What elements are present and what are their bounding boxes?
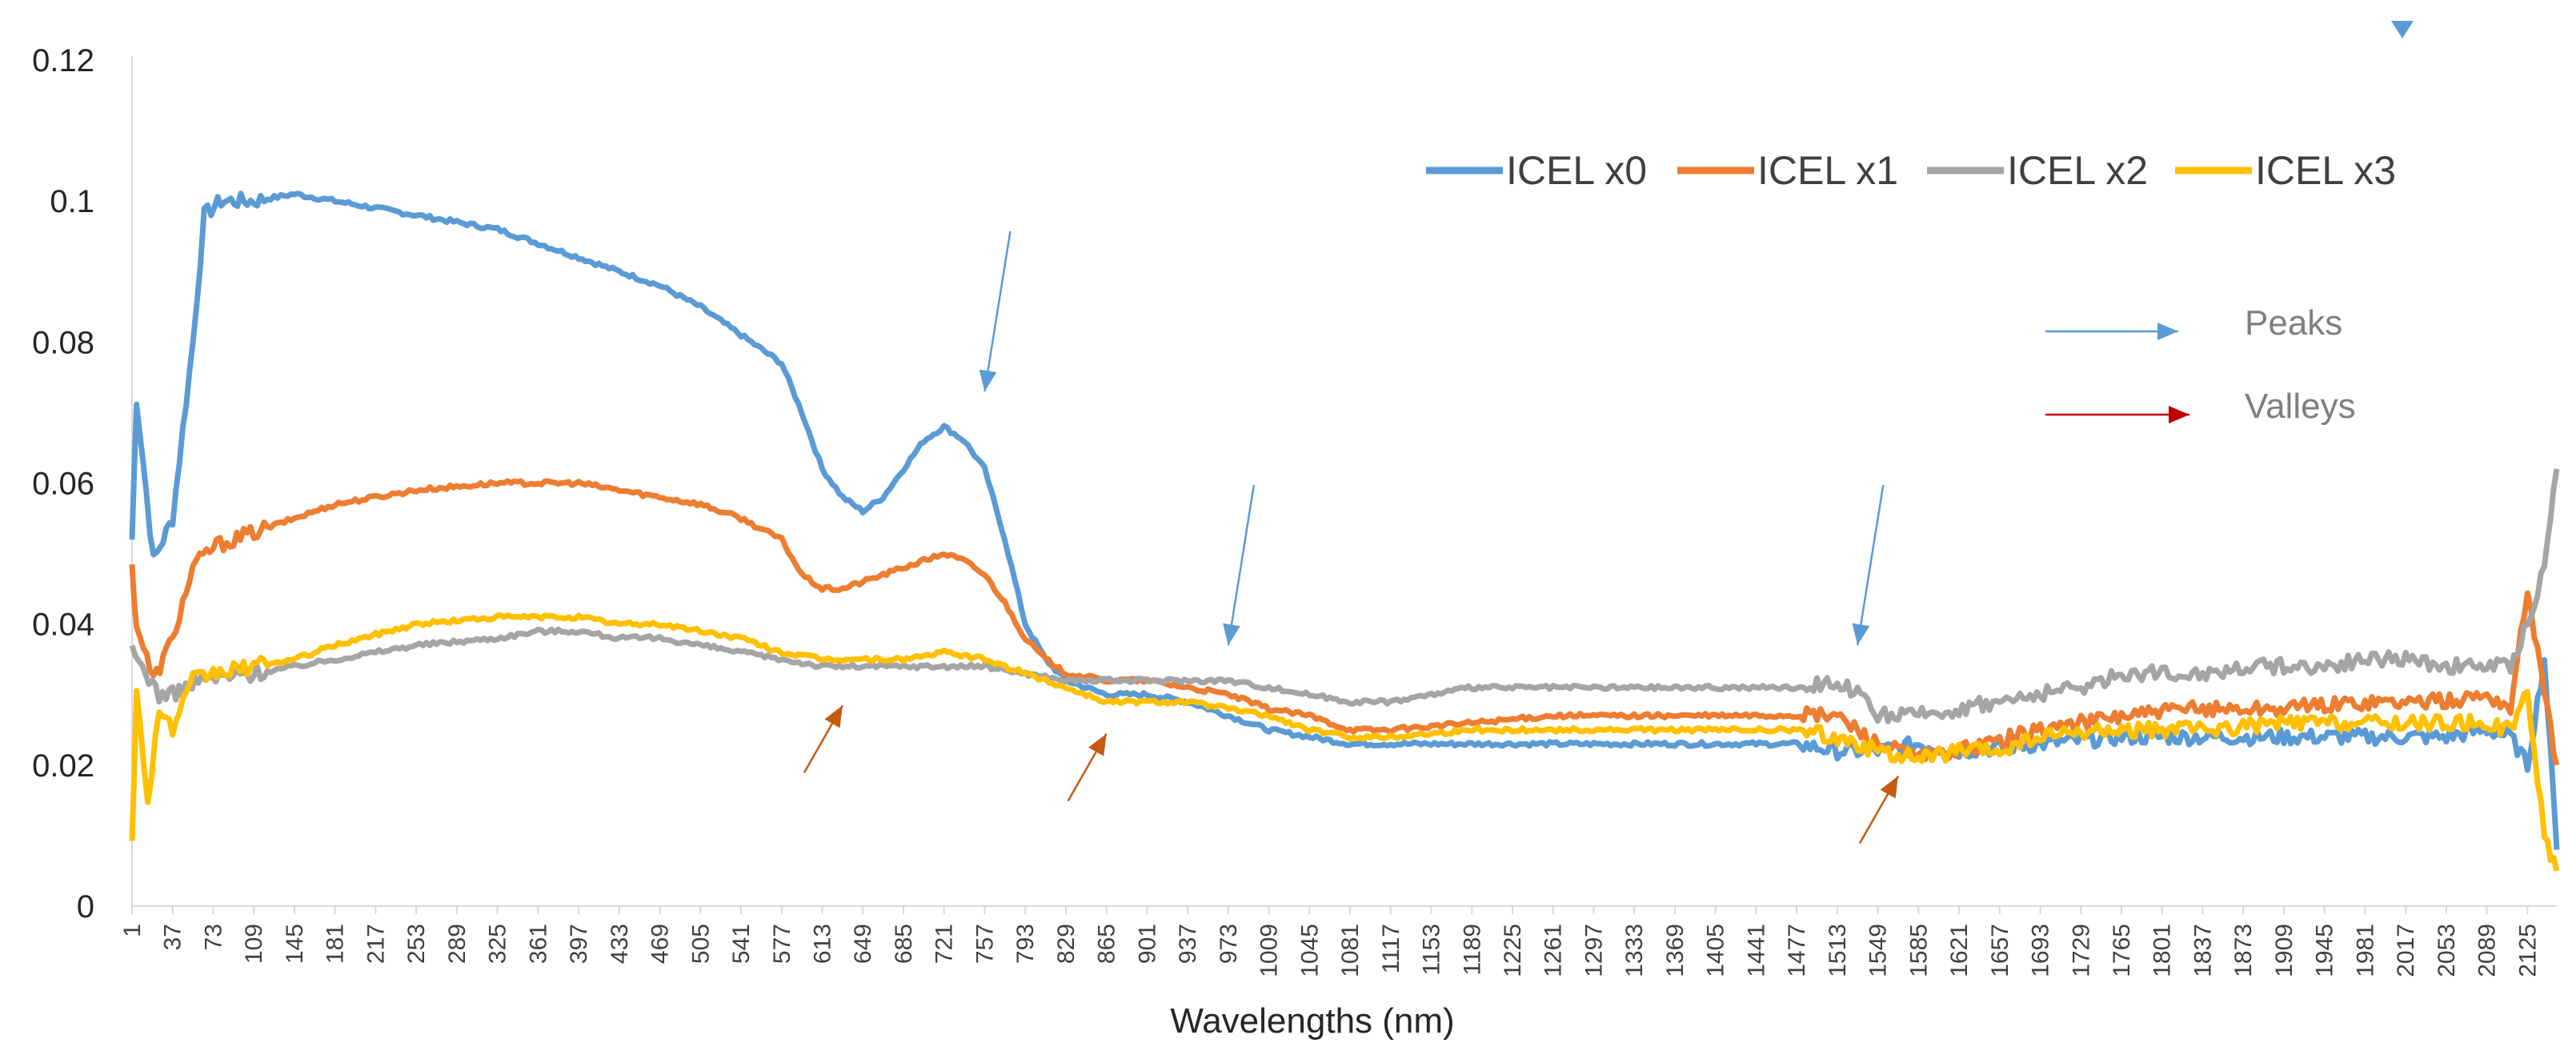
x-tick-label: 1225 [1500, 924, 1526, 977]
legend-entry-label: ICEL x2 [2007, 148, 2148, 193]
series-line-icel-x3 [129, 612, 2560, 872]
x-tick-label: 1405 [1703, 924, 1729, 977]
valleys-annotation-label: Valleys [2245, 387, 2356, 426]
x-tick-label: 1729 [2068, 924, 2094, 977]
x-tick-label: 1765 [2109, 924, 2135, 977]
y-tick-label: 0.04 [32, 608, 94, 643]
x-tick-label: 397 [566, 924, 592, 964]
y-tick-label: 0.02 [32, 748, 94, 784]
x-tick-label: 1873 [2230, 924, 2257, 977]
x-tick-label: 757 [972, 924, 998, 964]
x-tick-label: 2089 [2474, 924, 2501, 977]
valley-arrow-icon-head [824, 705, 843, 728]
x-tick-label: 2017 [2393, 924, 2419, 977]
x-tick-label: 1009 [1256, 924, 1283, 977]
peaks-legend-arrow-icon-head [2157, 323, 2178, 340]
peak-arrow-icon [1227, 484, 1256, 646]
x-tick-label: 829 [1053, 924, 1080, 964]
x-tick-label: 1693 [2028, 924, 2054, 977]
x-tick-label: 613 [809, 924, 835, 964]
x-tick-label: 109 [241, 924, 267, 964]
peak-arrow-icon-head [979, 369, 997, 391]
legend: ICEL x0 ICEL x1 ICEL x2 ICEL x3 [1426, 148, 2396, 193]
triangle-marker-icon [2391, 21, 2414, 38]
x-tick-label: 433 [607, 924, 633, 964]
x-tick-label: 1189 [1459, 924, 1485, 976]
x-tick-label: 865 [1094, 924, 1120, 964]
x-tick-label: 361 [525, 924, 551, 964]
peak-arrow-icon [1856, 484, 1885, 646]
x-axis-label: Wavelengths (nm) [1170, 1001, 1454, 1041]
x-tick-label: 289 [444, 924, 471, 964]
series-line-icel-x1 [129, 478, 2560, 766]
legend-entry-label: ICEL x1 [1757, 148, 1898, 193]
x-tick-label: 73 [200, 924, 226, 950]
x-tick-label: 1513 [1825, 924, 1851, 977]
x-tick-label: 1297 [1580, 924, 1607, 977]
x-tick-label: 469 [647, 924, 674, 964]
x-tick-label: 721 [931, 924, 958, 964]
x-tick-label: 685 [891, 924, 917, 964]
x-tick-label: 1981 [2352, 924, 2378, 977]
x-tick-label: 1801 [2149, 924, 2176, 977]
annotations [803, 21, 2414, 844]
x-tick-label: 1261 [1540, 924, 1567, 977]
series-lines [129, 191, 2560, 872]
x-tick-label: 217 [363, 924, 389, 964]
y-tick-label: 0.1 [50, 184, 94, 219]
valley-arrow-icon-head [1088, 733, 1107, 756]
x-tick-label: 541 [728, 924, 755, 964]
x-tick-label: 1081 [1337, 924, 1364, 977]
x-tick-label: 937 [1175, 924, 1201, 964]
legend-entry-label: ICEL x0 [1506, 148, 1647, 193]
x-tick-label: 1657 [1987, 924, 2013, 977]
x-tick-label: 1909 [2271, 924, 2298, 977]
axes: 0 0.02 0.04 0.06 0.08 0.1 0.12 1 37 73 109 145 181 21… [32, 43, 2557, 977]
x-tick-label: 1117 [1378, 924, 1404, 973]
x-tick-label: 1585 [1905, 924, 1932, 977]
y-tick-label: 0.12 [32, 43, 94, 78]
x-tick-label: 181 [323, 924, 349, 964]
x-tick-label: 1333 [1621, 924, 1648, 977]
valley-arrow-icon-head [1880, 776, 1898, 799]
peak-arrow-icon [984, 231, 1012, 392]
x-tick-label: 649 [850, 924, 876, 964]
x-tick-label: 577 [769, 924, 795, 964]
peak-arrow-icon-head [1852, 623, 1870, 646]
x-tick-label: 1945 [2312, 924, 2338, 977]
y-tick-label: 0.06 [32, 467, 94, 502]
x-tick-label: 1045 [1296, 924, 1323, 977]
x-tick-label: 37 [160, 924, 186, 950]
x-tick-label: 973 [1216, 924, 1242, 964]
peaks-annotation-label: Peaks [2245, 303, 2342, 343]
x-tick-label: 1441 [1743, 924, 1769, 977]
x-tick-label: 1477 [1784, 924, 1810, 977]
x-tick-label: 1369 [1662, 924, 1689, 977]
x-tick-label: 505 [687, 924, 714, 964]
series-line-icel-x0 [129, 191, 2560, 850]
y-tick-label: 0.08 [32, 325, 94, 360]
x-tick-label: 253 [403, 924, 430, 964]
valleys-legend-arrow-icon-head [2169, 406, 2189, 423]
peak-arrow-icon-head [1223, 623, 1240, 646]
x-tick-label: 793 [1012, 924, 1039, 964]
x-tick-label: 901 [1134, 924, 1160, 964]
x-tick-label: 1621 [1946, 924, 1973, 977]
legend-entry-label: ICEL x3 [2255, 148, 2396, 193]
x-tick-label: 2053 [2434, 924, 2460, 977]
y-tick-label: 0 [77, 889, 94, 925]
series-line-icel-x2 [129, 468, 2560, 724]
x-tick-label: 1549 [1865, 924, 1892, 977]
x-tick-label: 2125 [2514, 924, 2541, 977]
x-tick-label: 1153 [1419, 924, 1445, 976]
x-tick-label: 145 [282, 924, 308, 964]
x-tick-label: 1 [119, 924, 146, 937]
x-tick-label: 1837 [2189, 924, 2216, 977]
x-tick-label: 325 [485, 924, 511, 964]
